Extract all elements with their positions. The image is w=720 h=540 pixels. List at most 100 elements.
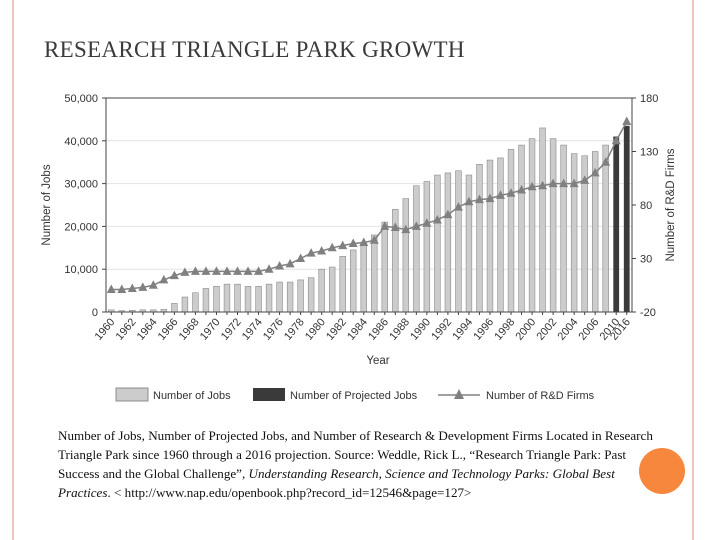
firms-marker [190,266,200,275]
bar-jobs [507,149,515,313]
firms-marker [464,196,474,206]
firms-marker [127,283,137,292]
bar-jobs [455,170,462,313]
firms-marker [211,266,221,275]
firms-line-group [106,116,632,294]
y-tick-label: 50,000 [64,93,98,105]
bar-jobs [570,153,578,313]
firms-marker [611,135,621,145]
firms-marker [411,221,421,230]
firms-marker [622,116,632,126]
firms-marker [369,235,379,244]
y-axis-label: Number of Jobs [41,164,53,245]
firms-marker [327,242,337,252]
bar-jobs [402,198,410,313]
firms-marker [159,274,169,284]
x-tick-label: 1990 [408,316,433,342]
firms-marker [201,266,211,275]
x-tick-label: 1970 [198,316,223,342]
bar-jobs [328,266,336,313]
firms-marker [306,248,316,257]
bar-jobs [549,138,557,313]
firms-marker [527,181,537,191]
firms-line [111,121,628,291]
x-tick-label: 1974 [240,316,265,342]
decorative-orange-circle [639,448,685,494]
y2-tick-label: -20 [640,307,656,319]
x-axis-label: Year [366,355,389,367]
firms-marker [296,253,306,262]
legend-label-projected: Number of Projected Jobs [290,390,418,402]
legend-swatch-projected [253,388,285,401]
bar-jobs [286,281,294,313]
y2-axis-label: Number of R&D Firms [665,148,677,261]
bar-jobs [434,174,441,313]
bar-jobs [381,221,388,313]
firms-marker [264,264,274,273]
x-tick-label: 1996 [471,316,496,342]
y-tick-label: 40,000 [64,136,98,148]
decorative-line-right [692,0,694,540]
bar-jobs [318,268,325,313]
bar-jobs [528,138,536,313]
bar-jobs [360,243,367,313]
bar-jobs [486,159,494,313]
bar-jobs [476,164,483,313]
bar-jobs [276,281,283,313]
x-tick-label: 1988 [387,316,412,342]
firms-marker [569,178,579,188]
y-tick-label: 30,000 [64,179,98,191]
bar-jobs [297,279,304,313]
firms-marker [285,258,295,268]
bar-jobs [234,283,241,313]
firms-marker [222,266,232,275]
y2-axis-ticks: -20 30 80 130 180 [632,93,658,319]
y2-tick-label: 180 [640,93,658,105]
y-tick-label: 10,000 [64,264,98,276]
firms-marker [243,266,253,275]
firms-marker [148,280,158,289]
bar-jobs [465,174,473,313]
firms-marker [453,202,463,211]
bar-jobs [539,127,546,313]
bar-jobs [518,144,525,313]
x-tick-label: 1972 [219,316,244,342]
firms-marker [401,224,411,234]
x-tick-label: 1992 [429,316,454,342]
y2-tick-label: 130 [640,147,658,159]
bar-jobs [371,234,378,313]
bars [108,125,630,313]
bar-jobs [213,286,220,313]
x-tick-label: 2002 [534,316,559,342]
chart: 0 10,000 20,000 30,000 40,000 50,000 -20 30 80 1… [41,93,677,402]
bar-jobs [413,185,420,313]
firms-marker [422,218,432,227]
decorative-line-left [12,0,14,540]
y2-tick-label: 80 [640,200,652,212]
slide-title: RESEARCH TRIANGLE PARK GROWTH [44,37,465,62]
x-tick-label: 1982 [324,316,349,342]
firms-marker [180,267,190,276]
bar-projected-jobs [613,136,620,312]
firms-marker [559,178,569,188]
x-tick-label: 1968 [177,316,202,342]
x-tick-label: 2000 [513,316,538,342]
firms-marker [254,266,264,275]
firms-marker [590,167,600,177]
firms-marker [485,193,495,203]
x-tick-label: 1966 [156,316,181,342]
bar-jobs [202,288,210,313]
firms-marker [443,209,453,219]
firms-marker [390,222,400,231]
x-tick-label: 1984 [345,316,370,342]
bar-jobs [602,144,609,313]
y-tick-label: 0 [92,307,98,319]
legend-marker-firms [454,389,464,399]
legend: Number of Jobs Number of Projected Jobs … [115,387,595,402]
x-tick-label: 2006 [577,316,602,342]
caption-book-title: Understanding Research, Science and Tech… [58,466,615,500]
caption-url: . < http://www.nap.edu/openbook.php?reco… [107,485,472,500]
firms-marker [506,188,516,197]
bar-jobs [255,286,262,313]
x-tick-label: 1994 [450,316,475,342]
